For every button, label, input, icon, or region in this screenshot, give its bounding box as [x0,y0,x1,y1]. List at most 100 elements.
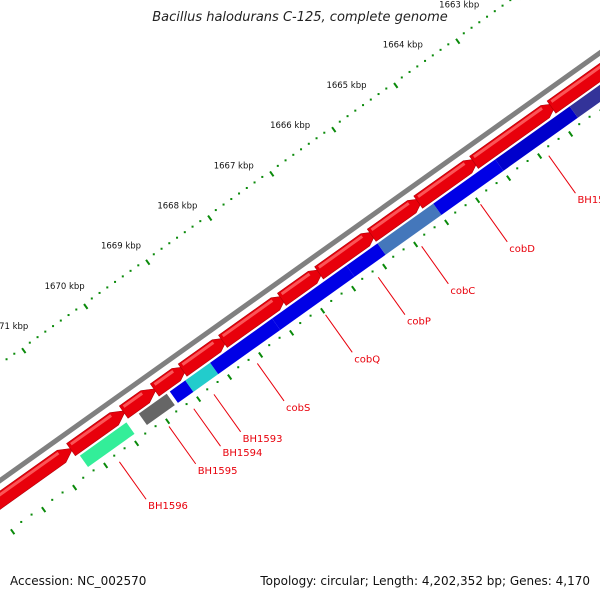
forward-gene[interactable] [66,410,127,457]
gene-label[interactable]: cobD [509,244,535,255]
kbp-minor-tick [222,203,225,206]
position-dot [20,520,23,523]
position-dot [185,403,188,406]
gene-label-layer: BH1596 BH1595 BH1594 BH1593 cobS cobQ cobP cobC… [118,155,600,512]
position-dot [309,314,312,317]
gene-label[interactable]: cobP [407,317,431,328]
kbp-minor-tick [431,54,434,57]
reverse-gene[interactable] [272,265,355,330]
kbp-major-tick [393,82,399,89]
kbp-major-tick [331,126,337,133]
position-dot [495,182,498,185]
forward-gene[interactable] [366,198,424,242]
forward-gene[interactable] [0,447,74,511]
kbp-minor-tick [59,319,62,322]
gene-label[interactable]: BH1595 [198,466,238,477]
reverse-gene[interactable] [433,159,504,216]
position-dot [82,476,85,479]
kbp-minor-tick [214,209,217,212]
position-dot [423,233,426,236]
forward-gene[interactable] [314,231,378,280]
gene-label[interactable]: BH1594 [222,448,262,459]
position-dot [392,255,395,258]
gene-leader-line [325,314,353,353]
position-dot [454,211,457,214]
forward-gene-highlight [417,162,466,198]
kbp-minor-tick [307,142,310,145]
kbp-minor-tick [67,314,70,317]
forward-gene[interactable] [118,388,158,419]
gene-label[interactable]: BH1596 [148,501,188,512]
reverse-gene[interactable] [346,243,386,277]
kbp-minor-tick [253,181,256,184]
forward-gene[interactable] [413,158,480,209]
kbp-minor-tick [509,0,512,2]
position-dot [361,277,364,280]
kbp-tick-label: 1664 kbp [383,41,423,51]
kbp-minor-tick [338,120,341,123]
gene-label[interactable]: cobC [450,286,475,297]
kbp-minor-tick [462,32,465,35]
kbp-minor-tick [447,43,450,46]
minor-tick-track [10,109,600,535]
gene-label[interactable]: BH1593 [243,434,283,445]
kbp-minor-tick [362,104,365,107]
reverse-gene[interactable] [569,71,600,118]
forward-gene-highlight [122,392,144,408]
reverse-gene[interactable] [79,422,135,467]
kbp-minor-tick [191,225,194,228]
forward-gene[interactable] [177,337,229,377]
reverse-gene[interactable] [169,380,194,403]
position-dot [278,336,281,339]
gene-label[interactable]: cobS [286,403,310,414]
kbp-minor-tick [98,291,101,294]
position-tick [382,263,388,270]
position-dot [485,189,488,192]
kbp-minor-tick [52,325,55,328]
position-tick [320,307,326,314]
position-dot [175,410,178,413]
position-dot [30,513,33,516]
kbp-minor-tick [199,220,202,223]
reverse-gene[interactable] [495,106,578,171]
forward-gene[interactable] [277,268,325,306]
reverse-gene[interactable] [377,203,442,255]
kbp-minor-tick [168,242,171,245]
kbp-minor-tick [5,358,8,361]
position-tick [289,329,295,336]
position-tick [351,285,357,292]
kbp-minor-tick [323,131,326,134]
reverse-gene[interactable] [138,393,175,425]
kbp-minor-tick [114,280,117,283]
kbp-minor-tick [470,26,473,29]
reverse-gene[interactable] [185,362,219,392]
kbp-minor-tick [44,330,47,333]
gene-leader-line [480,204,508,243]
kbp-minor-tick [354,109,357,112]
forward-gene-highlight [181,341,215,366]
gene-leader-line [168,426,197,465]
gene-label[interactable]: BH1587 [577,195,600,206]
gene-label[interactable]: cobQ [354,354,380,365]
kbp-tick-label: 1667 kbp [214,161,254,171]
position-tick [444,219,450,226]
kbp-minor-tick [501,4,504,7]
forward-gene[interactable] [149,366,189,397]
kbp-minor-tick [369,98,372,101]
kbp-minor-tick [300,148,303,151]
forward-gene-highlight [221,299,274,338]
kbp-minor-tick [478,21,481,24]
kbp-minor-tick [400,76,403,79]
position-dot [113,454,116,457]
forward-gene[interactable] [218,295,288,348]
position-dot [557,137,560,140]
kbp-minor-tick [176,236,179,239]
gene-leader-line [213,394,242,433]
kbp-minor-tick [238,192,241,195]
forward-gene[interactable] [469,103,558,169]
reverse-gene[interactable] [210,318,281,375]
position-dot [123,447,126,450]
kbp-major-tick [83,303,89,310]
kbp-minor-tick [13,352,16,355]
